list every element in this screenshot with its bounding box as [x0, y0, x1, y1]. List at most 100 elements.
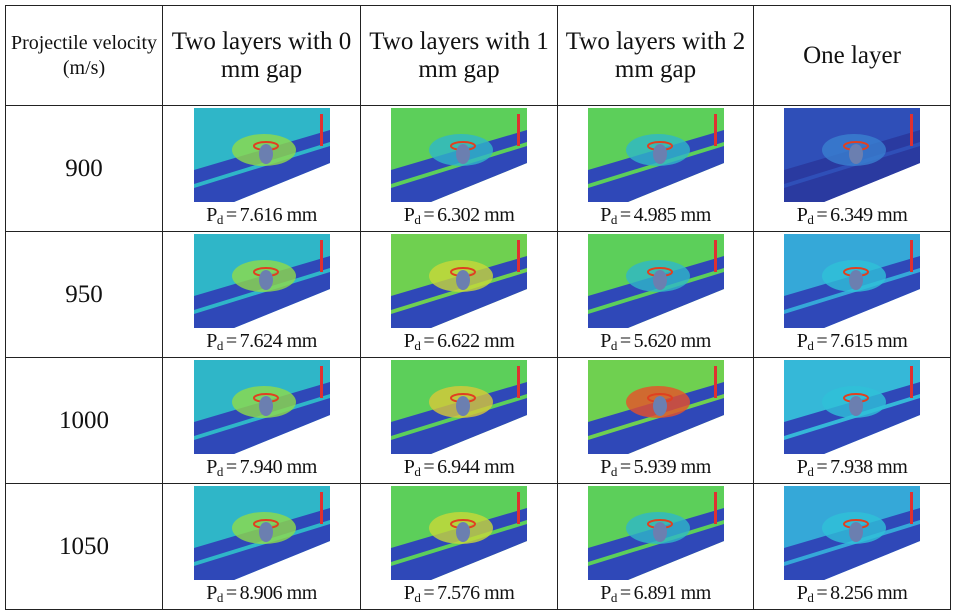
legend-bar: [319, 492, 323, 524]
simulation-contour-image: [391, 360, 527, 454]
band-lower: [587, 524, 724, 580]
result-cell: Pd = 6.944 mm: [360, 357, 558, 484]
penetration-depth-label: Pd = 6.891 mm: [558, 582, 753, 609]
velocity-cell: 1000: [5, 357, 163, 484]
pd-subscript: d: [414, 464, 421, 479]
equals-sign: =: [225, 330, 237, 352]
pd-value: 6.891 mm: [633, 582, 712, 604]
equals-sign: =: [816, 456, 828, 478]
pd-value: 4.985 mm: [633, 204, 712, 226]
band-lower: [587, 146, 724, 202]
penetration-depth-label: Pd = 7.615 mm: [754, 330, 950, 357]
simulation-contour-image: [193, 234, 330, 328]
pd-value: 6.302 mm: [437, 204, 515, 226]
pd-value: 6.349 mm: [830, 204, 908, 226]
projectile: [652, 396, 667, 416]
pd-subscript: d: [807, 212, 814, 227]
pd-value: 6.622 mm: [437, 330, 515, 352]
pd-value: 7.576 mm: [437, 582, 515, 604]
band-lower: [193, 146, 330, 202]
result-cell: Pd = 7.576 mm: [360, 483, 558, 610]
penetration-depth-label: Pd = 4.985 mm: [558, 204, 753, 231]
band-lower: [784, 524, 920, 580]
result-cell: Pd = 6.622 mm: [360, 231, 558, 358]
band-lower: [193, 524, 330, 580]
result-cell: Pd = 7.624 mm: [162, 231, 361, 358]
pd-subscript: d: [414, 590, 421, 605]
result-cell: Pd = 5.939 mm: [557, 357, 754, 484]
result-cell: Pd = 8.256 mm: [753, 483, 951, 610]
penetration-depth-label: Pd = 5.939 mm: [558, 456, 753, 483]
legend-bar: [517, 492, 520, 524]
pd-symbol: P: [796, 456, 808, 478]
pd-value: 7.624 mm: [239, 330, 318, 352]
projectile: [849, 270, 863, 290]
simulation-contour-image: [193, 360, 330, 454]
equals-sign: =: [423, 204, 435, 226]
band-lower: [587, 272, 724, 328]
table-row: 950 Pd = 7.624 mm Pd = 6.622 mm Pd = 5.620 mm Pd = 7…: [5, 231, 951, 358]
header-2mm-gap: Two layers with 2 mm gap: [557, 5, 754, 106]
penetration-depth-label: Pd = 6.944 mm: [361, 456, 557, 483]
header-1mm-gap: Two layers with 1 mm gap: [360, 5, 558, 106]
projectile: [652, 270, 667, 290]
legend-bar: [713, 366, 717, 398]
equals-sign: =: [423, 330, 435, 352]
pd-subscript: d: [610, 212, 618, 227]
equals-sign: =: [225, 582, 237, 604]
projectile: [849, 396, 863, 416]
projectile: [456, 144, 470, 164]
equals-sign: =: [423, 582, 435, 604]
penetration-depth-label: Pd = 7.938 mm: [754, 456, 950, 483]
pd-symbol: P: [600, 204, 611, 226]
band-lower: [391, 146, 527, 202]
pd-symbol: P: [796, 204, 808, 226]
pd-symbol: P: [403, 330, 415, 352]
legend-bar: [910, 114, 913, 146]
legend-bar: [319, 366, 323, 398]
velocity-cell: 1050: [5, 483, 163, 610]
simulation-contour-image: [784, 486, 920, 580]
band-lower: [784, 146, 920, 202]
penetration-depth-label: Pd = 7.616 mm: [163, 204, 360, 231]
projectile: [258, 522, 273, 542]
pd-value: 8.906 mm: [239, 582, 318, 604]
equals-sign: =: [816, 204, 828, 226]
simulation-contour-image: [391, 234, 527, 328]
pd-value: 8.256 mm: [830, 582, 908, 604]
result-cell: Pd = 6.302 mm: [360, 105, 558, 232]
result-cell: Pd = 7.616 mm: [162, 105, 361, 232]
result-cell: Pd = 6.349 mm: [753, 105, 951, 232]
result-cell: Pd = 8.906 mm: [162, 483, 361, 610]
penetration-depth-label: Pd = 8.256 mm: [754, 582, 950, 609]
legend-bar: [517, 366, 520, 398]
projectile: [258, 270, 273, 290]
equals-sign: =: [816, 582, 828, 604]
pd-subscript: d: [610, 590, 618, 605]
penetration-depth-table: Projectile velocity (m/s) Two layers wit…: [5, 5, 951, 610]
pd-symbol: P: [206, 582, 217, 604]
pd-symbol: P: [403, 582, 415, 604]
projectile: [652, 522, 667, 542]
result-cell: Pd = 4.985 mm: [557, 105, 754, 232]
band-lower: [391, 398, 527, 454]
pd-symbol: P: [206, 330, 217, 352]
projectile: [258, 396, 273, 416]
band-lower: [193, 272, 330, 328]
result-cell: Pd = 5.620 mm: [557, 231, 754, 358]
legend-bar: [319, 114, 323, 146]
projectile: [258, 144, 273, 164]
projectile: [849, 522, 863, 542]
table-row: 1000 Pd = 7.940 mm Pd = 6.944 mm Pd = 5.939 mm Pd =…: [5, 357, 951, 484]
pd-subscript: d: [216, 338, 224, 353]
header-one-layer: One layer: [753, 5, 951, 106]
pd-symbol: P: [403, 456, 415, 478]
band-lower: [391, 272, 527, 328]
result-cell: Pd = 7.938 mm: [753, 357, 951, 484]
projectile: [456, 396, 470, 416]
pd-subscript: d: [610, 338, 618, 353]
table-row: 900 Pd = 7.616 mm Pd = 6.302 mm Pd = 4.985 mm Pd = 6…: [5, 105, 951, 232]
penetration-depth-label: Pd = 6.622 mm: [361, 330, 557, 357]
pd-subscript: d: [414, 212, 421, 227]
equals-sign: =: [619, 582, 631, 604]
